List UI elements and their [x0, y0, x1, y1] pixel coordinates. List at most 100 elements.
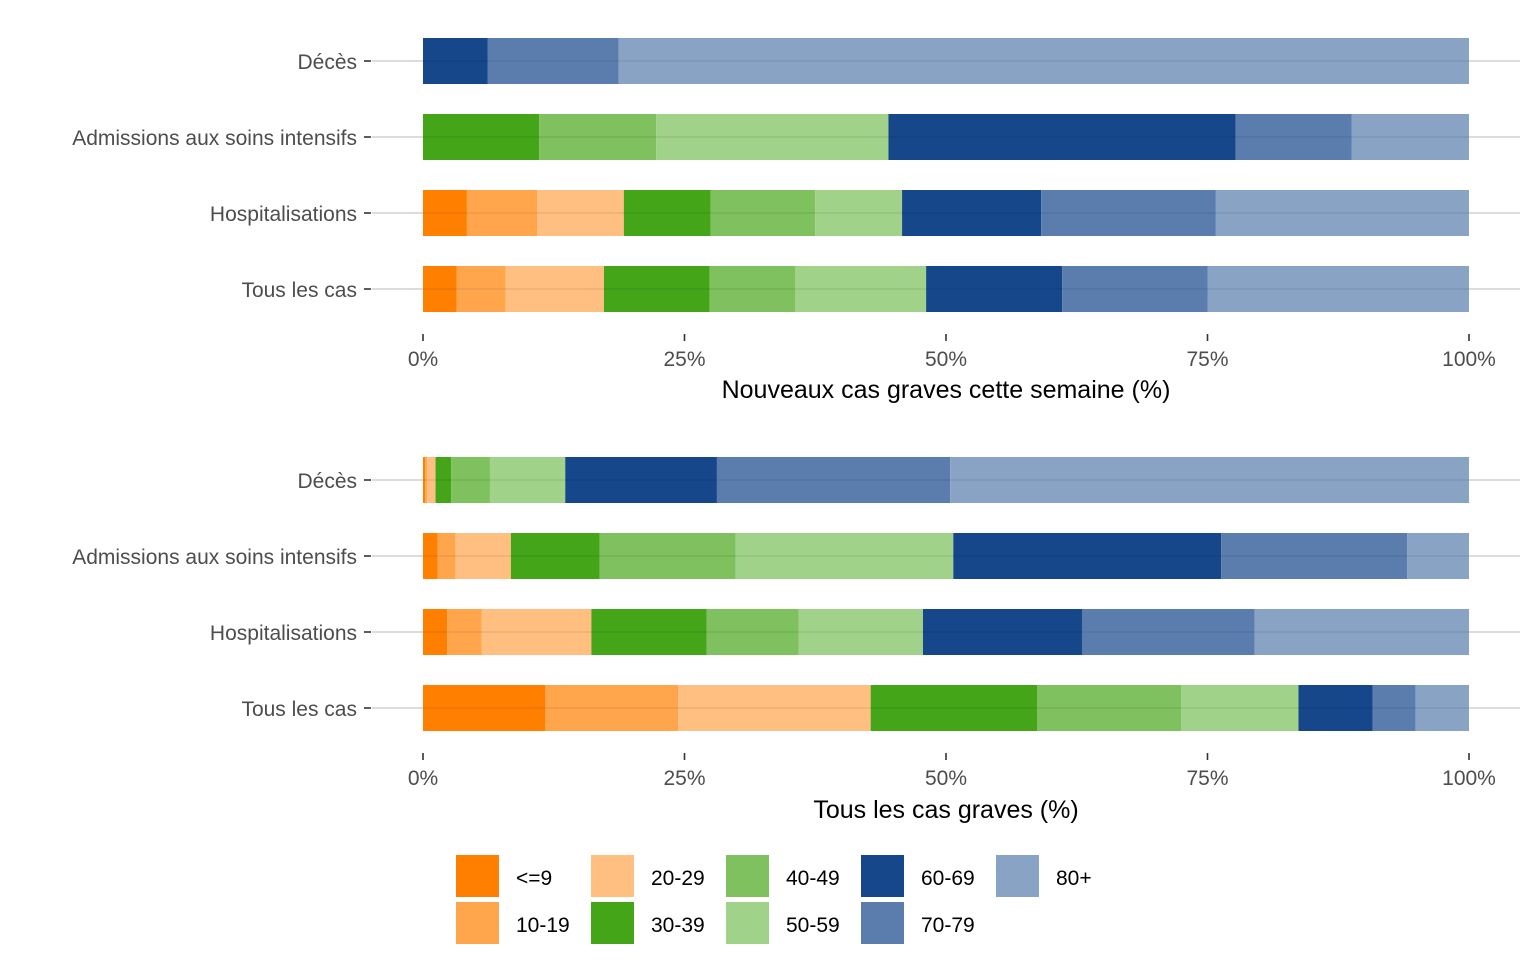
bar-segment-6069 — [922, 609, 1082, 655]
bar-segment-5059 — [815, 190, 903, 236]
legend-label: 70-79 — [921, 914, 975, 937]
bar-segment-2029 — [481, 609, 592, 655]
bar-segment-5059 — [795, 266, 927, 312]
legend: <=9 10-19 20-29 30-39 40-49 50-59 60-69 70-79 80… — [456, 855, 1092, 944]
bar-segment-7079 — [1041, 190, 1216, 236]
bar-segment-1019 — [447, 609, 482, 655]
bar-segment-4049 — [1037, 685, 1182, 731]
bar-segment-5059 — [489, 457, 566, 503]
legend-item: 40-49 — [726, 855, 840, 897]
legend-label: 10-19 — [516, 914, 570, 937]
bar-segment-1019 — [437, 533, 456, 579]
bar-segment-7079 — [1372, 685, 1416, 731]
legend-swatch — [726, 902, 769, 944]
bar-segment-80plus — [1254, 609, 1469, 655]
x-tick-label: 0% — [408, 767, 438, 790]
bar-segment-2029 — [678, 685, 871, 731]
bar-segment-80plus — [1407, 533, 1469, 579]
x-axis-title: Tous les cas graves (%) — [813, 796, 1078, 824]
legend-swatch — [456, 855, 499, 897]
bar-segment-3039 — [435, 457, 452, 503]
legend-label: 40-49 — [786, 867, 840, 890]
bar-segment-7079 — [487, 38, 619, 84]
legend-item: 50-59 — [726, 902, 840, 944]
bar-segment-6069 — [1298, 685, 1373, 731]
chart-panel-2: Décès Admissions aux soins intensifs Hospi… — [72, 457, 1520, 824]
legend-label: 20-29 — [651, 867, 705, 890]
bar-segment-3039 — [510, 533, 600, 579]
bar-segment-3039 — [423, 114, 540, 160]
bar-segment-3039 — [623, 190, 711, 236]
bar-segment-80plus — [618, 38, 1469, 84]
bar-segment-2029 — [505, 266, 604, 312]
bar-segment-3039 — [870, 685, 1038, 731]
bar-segment-6069 — [423, 38, 488, 84]
y-tick-label: Admissions aux soins intensifs — [72, 127, 357, 150]
legend-label: 80+ — [1056, 867, 1092, 890]
bar-segment-2029 — [427, 457, 436, 503]
x-tick-label: 100% — [1442, 767, 1496, 790]
bar-segment-4049 — [599, 533, 736, 579]
x-tick-label: 50% — [925, 767, 967, 790]
bar-segment-1019 — [545, 685, 679, 731]
bar-segment-9 — [423, 533, 438, 579]
bar-segment-7079 — [1081, 609, 1255, 655]
bar-segment-5059 — [656, 114, 889, 160]
x-tick-label: 0% — [408, 348, 438, 371]
legend-swatch — [861, 855, 904, 897]
bar-segment-4049 — [710, 190, 816, 236]
bar-segment-9 — [423, 266, 457, 312]
bar-segment-3039 — [591, 609, 707, 655]
x-tick-label: 25% — [663, 348, 705, 371]
legend-item: 10-19 — [456, 902, 570, 944]
bar-segment-4049 — [706, 609, 799, 655]
bar-segment-9 — [423, 685, 546, 731]
y-tick-label: Admissions aux soins intensifs — [72, 546, 357, 569]
bar-segment-9 — [423, 190, 467, 236]
bar-segment-1019 — [425, 457, 428, 503]
legend-label: 30-39 — [651, 914, 705, 937]
legend-item: 70-79 — [861, 902, 975, 944]
legend-label: 50-59 — [786, 914, 840, 937]
bar-segment-6069 — [926, 266, 1063, 312]
bar-segment-80plus — [1215, 190, 1469, 236]
legend-item: 80+ — [996, 855, 1092, 897]
legend-item: 60-69 — [861, 855, 975, 897]
bar-segment-9 — [423, 457, 426, 503]
legend-item: <=9 — [456, 855, 552, 897]
bar-segment-2029 — [537, 190, 624, 236]
bar-segment-7079 — [716, 457, 951, 503]
y-tick-label: Hospitalisations — [210, 622, 357, 645]
bar-segment-9 — [423, 609, 448, 655]
x-tick-label: 25% — [663, 767, 705, 790]
legend-item: 20-29 — [591, 855, 705, 897]
bar-segment-5059 — [735, 533, 954, 579]
legend-swatch — [726, 855, 769, 897]
bar-segment-6069 — [953, 533, 1222, 579]
y-tick-label: Tous les cas — [241, 698, 357, 721]
x-tick-label: 75% — [1186, 348, 1228, 371]
bar-segment-6069 — [888, 114, 1236, 160]
legend-swatch — [861, 902, 904, 944]
legend-swatch — [996, 855, 1039, 897]
chart-panel-1: Décès Admissions aux soins intensifs Hospi… — [72, 38, 1520, 404]
bar-segment-6069 — [902, 190, 1042, 236]
x-tick-label: 100% — [1442, 348, 1496, 371]
bar-segment-3039 — [603, 266, 710, 312]
bar-segment-4049 — [451, 457, 490, 503]
bar-segment-1019 — [456, 266, 506, 312]
bar-segment-80plus — [950, 457, 1469, 503]
bar-segment-80plus — [1351, 114, 1469, 160]
legend-label: <=9 — [516, 867, 552, 890]
bar-segment-1019 — [466, 190, 538, 236]
legend-swatch — [456, 902, 499, 944]
x-tick-label: 50% — [925, 348, 967, 371]
legend-item: 30-39 — [591, 902, 705, 944]
bar-segment-80plus — [1415, 685, 1469, 731]
legend-swatch — [591, 902, 634, 944]
bar-segment-5059 — [798, 609, 923, 655]
x-axis-title: Nouveaux cas graves cette semaine (%) — [722, 376, 1171, 404]
bar-segment-7079 — [1062, 266, 1208, 312]
y-tick-label: Tous les cas — [241, 279, 357, 302]
